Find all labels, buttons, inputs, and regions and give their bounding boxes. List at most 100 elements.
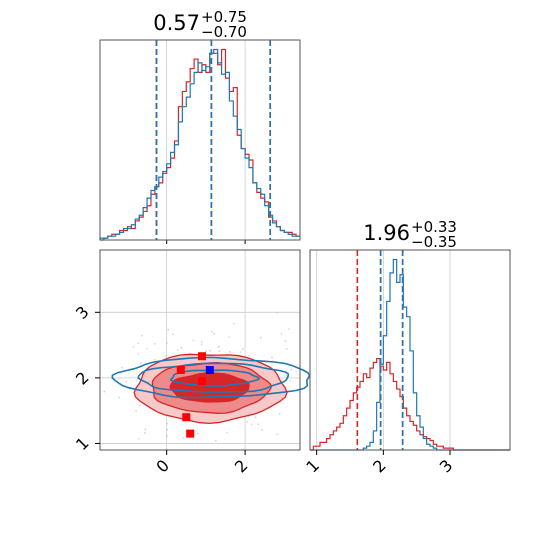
sample-marker xyxy=(205,366,214,374)
scatter-point xyxy=(132,345,135,348)
hist-series xyxy=(99,48,300,241)
title-median: 0.57 xyxy=(153,11,200,35)
scatter-point xyxy=(146,347,148,350)
blue-contour-level xyxy=(137,362,290,393)
x-tick-label: 3 xyxy=(436,456,457,477)
scatter-point xyxy=(166,422,169,425)
blue-contour-level xyxy=(169,369,260,387)
scatter-point xyxy=(271,356,273,359)
scatter-point xyxy=(135,410,137,412)
scatter-point xyxy=(254,416,257,419)
scatter-point xyxy=(196,432,199,435)
title-median: 1.96 xyxy=(363,221,410,245)
panel-param1-hist: 0.57 +0.75 −0.70 xyxy=(99,8,301,244)
scatter-point xyxy=(205,350,207,353)
scatter-point xyxy=(172,333,175,336)
title-lower: −0.35 xyxy=(411,233,457,251)
scatter-point xyxy=(295,370,297,373)
markers xyxy=(176,352,214,438)
scatter-point xyxy=(289,380,292,382)
scatter-point xyxy=(233,322,235,325)
scatter-point xyxy=(228,336,231,338)
hist-step-line xyxy=(310,357,510,451)
scatter-point xyxy=(118,396,121,399)
scatter-point xyxy=(278,412,281,415)
scatter-point xyxy=(248,354,251,357)
red-contours xyxy=(133,353,288,425)
title-lower: −0.70 xyxy=(201,23,247,41)
scatter-point xyxy=(135,379,138,382)
scatter-point xyxy=(137,352,140,355)
scatter-point xyxy=(209,349,211,352)
x-tick-label: 2 xyxy=(231,456,252,477)
scatter-point xyxy=(280,332,283,335)
axes-frame xyxy=(309,249,511,451)
title-upper: +0.75 xyxy=(201,8,247,26)
panel-param2-hist: 1 2 3 1.96 +0.33 −0.35 xyxy=(302,218,511,476)
grid xyxy=(166,40,246,244)
hist-series xyxy=(310,258,510,451)
x-tick-label: 0 xyxy=(152,456,173,477)
scatter-point xyxy=(250,423,253,426)
scatter-point xyxy=(138,437,141,440)
scatter-point xyxy=(257,423,260,426)
x-tick-label: 2 xyxy=(369,456,390,477)
quantile-lines xyxy=(356,250,404,450)
scatter-point xyxy=(290,368,293,371)
sample-marker xyxy=(186,429,195,438)
axes-frame xyxy=(99,39,301,241)
scatter-point xyxy=(228,350,231,353)
scatter-point xyxy=(217,346,219,348)
sample-marker xyxy=(182,413,191,422)
scatter-point xyxy=(120,366,123,369)
scatter-point xyxy=(153,358,156,361)
scatter-point xyxy=(138,404,141,407)
x-tick-label: 1 xyxy=(302,456,323,477)
scatter-point xyxy=(182,436,185,439)
scatter-point xyxy=(200,343,203,346)
scatter-point xyxy=(176,348,179,351)
scatter-point xyxy=(137,342,140,345)
scatter-point xyxy=(247,415,250,418)
scatter-point xyxy=(165,354,168,357)
scatter-point xyxy=(226,431,229,434)
scatter-point xyxy=(284,340,287,342)
title-upper: +0.33 xyxy=(411,218,457,236)
scatter-point xyxy=(288,328,290,331)
sample-marker xyxy=(176,366,185,374)
y-tick-label: 2 xyxy=(72,368,93,389)
scatter-point xyxy=(210,330,213,333)
quantile-lines xyxy=(155,40,271,240)
y-tick-label: 3 xyxy=(72,302,93,323)
scatter-point xyxy=(153,342,156,345)
scatter-point xyxy=(260,336,262,339)
scatter-point xyxy=(144,428,147,431)
scatter-point xyxy=(241,348,244,351)
scatter-point xyxy=(276,433,279,436)
y-ticks: 1 2 3 xyxy=(72,302,100,454)
scatter-point xyxy=(213,332,215,335)
scatter-point xyxy=(214,439,217,442)
scatter-point xyxy=(141,334,143,337)
y-tick-label: 1 xyxy=(72,433,93,454)
scatter-point xyxy=(103,390,106,393)
scatter-point xyxy=(167,328,170,331)
scatter-point xyxy=(285,348,288,350)
scatter-point xyxy=(139,362,142,365)
scatter-point xyxy=(165,435,168,437)
scatter-point xyxy=(192,339,195,342)
scatter-point xyxy=(117,378,120,381)
sample-marker xyxy=(197,377,206,386)
red-contour-level xyxy=(169,372,250,403)
scatter-point xyxy=(180,346,183,349)
blue-contours xyxy=(111,356,311,399)
sample-marker xyxy=(197,352,206,361)
scatter-point xyxy=(285,374,288,377)
x-ticks: 1 2 3 xyxy=(302,450,456,476)
scatter-point xyxy=(239,351,242,354)
scatter-point xyxy=(200,340,203,343)
blue-contour-level xyxy=(111,356,311,399)
